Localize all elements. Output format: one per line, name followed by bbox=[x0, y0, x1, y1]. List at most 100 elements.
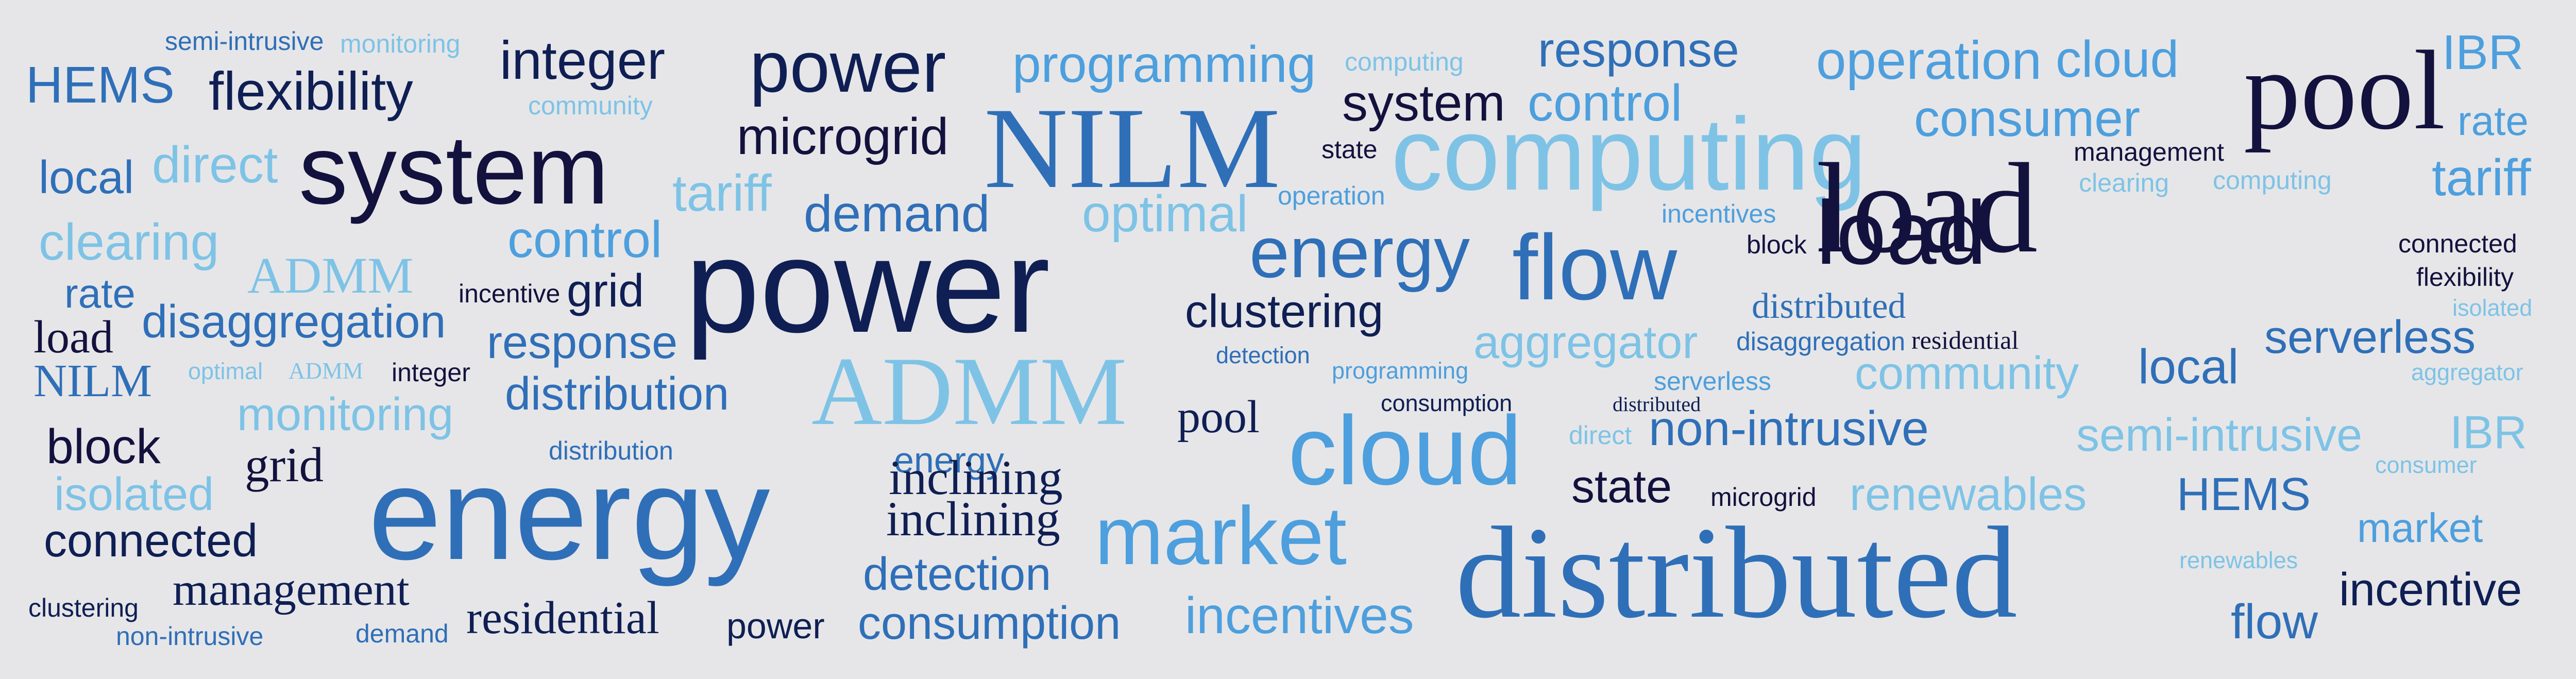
word-microgrid: microgrid bbox=[1710, 483, 1817, 512]
word-direct: direct bbox=[1569, 421, 1632, 450]
word-flow: flow bbox=[2231, 595, 2318, 649]
word-connected: connected bbox=[2398, 229, 2517, 258]
word-consumption: consumption bbox=[858, 598, 1121, 649]
word-consumer: consumer bbox=[1914, 90, 2141, 147]
word-load: load bbox=[1816, 137, 2038, 280]
word-demand: demand bbox=[804, 185, 990, 243]
word-distributed: distributed bbox=[1455, 500, 2018, 646]
word-power: power bbox=[685, 211, 1050, 361]
word-system: system bbox=[299, 115, 609, 225]
word-serverless: serverless bbox=[2264, 312, 2476, 363]
word-pool: pool bbox=[2244, 27, 2446, 153]
word-semi-intrusive: semi-intrusive bbox=[2076, 410, 2363, 461]
word-ibr: IBR bbox=[2450, 407, 2528, 459]
word-pool: pool bbox=[1177, 392, 1260, 443]
word-clearing: clearing bbox=[2079, 168, 2170, 197]
word-block: block bbox=[1747, 230, 1807, 259]
word-isolated: isolated bbox=[54, 469, 214, 520]
word-local: local bbox=[39, 152, 134, 203]
word-computing: computing bbox=[1391, 97, 1867, 212]
word-power: power bbox=[726, 606, 825, 646]
word-grid: grid bbox=[245, 437, 324, 492]
word-energy: energy bbox=[1249, 212, 1470, 293]
word-energy: energy bbox=[368, 440, 770, 587]
word-system: system bbox=[1342, 74, 1505, 132]
word-control: control bbox=[1528, 74, 1683, 132]
word-aggregator: aggregator bbox=[1473, 317, 1698, 368]
word-distributed: distributed bbox=[1752, 286, 1906, 326]
word-operation: operation bbox=[1816, 30, 2042, 91]
word-consumer: consumer bbox=[2375, 452, 2477, 478]
word-serverless: serverless bbox=[1654, 367, 1771, 396]
word-cloud: cloud bbox=[2056, 30, 2179, 88]
word-demand: demand bbox=[355, 619, 449, 648]
word-management: management bbox=[173, 564, 410, 615]
word-incentives: incentives bbox=[1185, 587, 1414, 644]
word-operation: operation bbox=[1278, 181, 1385, 210]
word-non-intrusive: non-intrusive bbox=[1649, 401, 1929, 456]
word-community: community bbox=[528, 91, 653, 120]
word-optimal: optimal bbox=[1082, 185, 1248, 243]
word-inclining: inclining bbox=[886, 491, 1060, 546]
word-incentive: incentive bbox=[2339, 564, 2522, 616]
word-connected: connected bbox=[44, 515, 258, 567]
word-distribution: distribution bbox=[505, 368, 730, 420]
word-rate: rate bbox=[2458, 98, 2529, 144]
word-computing: computing bbox=[2213, 166, 2332, 195]
word-renewables: renewables bbox=[1850, 469, 2087, 520]
word-ibr: IBR bbox=[2442, 25, 2524, 80]
word-semi-intrusive: semi-intrusive bbox=[165, 27, 324, 56]
word-nilm: NILM bbox=[984, 83, 1280, 212]
word-rate: rate bbox=[64, 270, 135, 316]
word-detection: detection bbox=[863, 549, 1052, 600]
word-response: response bbox=[487, 317, 678, 368]
word-optimal: optimal bbox=[188, 358, 263, 384]
word-integer: integer bbox=[392, 358, 470, 387]
word-admm: ADMM bbox=[247, 247, 414, 304]
word-flow: flow bbox=[1512, 216, 1677, 319]
word-tariff: tariff bbox=[672, 164, 772, 222]
word-admm: ADMM bbox=[811, 337, 1127, 446]
word-incentives: incentives bbox=[1662, 199, 1776, 228]
word-clustering: clustering bbox=[1185, 286, 1384, 337]
word-distributed: distributed bbox=[1613, 393, 1701, 416]
word-block: block bbox=[46, 419, 161, 474]
word-residential: residential bbox=[1911, 326, 2019, 354]
word-flexibility: flexibility bbox=[209, 61, 413, 122]
word-residential: residential bbox=[466, 592, 659, 643]
word-monitoring: monitoring bbox=[340, 29, 461, 58]
word-control: control bbox=[507, 211, 663, 268]
word-cloud: cloud bbox=[1288, 396, 1522, 505]
word-state: state bbox=[1571, 461, 1672, 513]
word-disaggregation: disaggregation bbox=[142, 296, 446, 348]
word-hems: HEMS bbox=[26, 56, 175, 114]
word-hems: HEMS bbox=[2177, 469, 2311, 520]
word-response: response bbox=[1538, 23, 1739, 77]
word-integer: integer bbox=[500, 30, 666, 91]
word-market: market bbox=[2357, 505, 2483, 551]
word-community: community bbox=[1855, 348, 2079, 399]
word-energy: energy bbox=[894, 440, 1005, 480]
word-inclining: inclining bbox=[889, 450, 1063, 505]
word-clustering: clustering bbox=[28, 593, 139, 622]
word-disaggregation: disaggregation bbox=[1736, 327, 1906, 356]
word-isolated: isolated bbox=[2452, 295, 2533, 321]
word-tariff: tariff bbox=[2432, 149, 2531, 207]
word-non-intrusive: non-intrusive bbox=[116, 622, 264, 651]
word-programming: programming bbox=[1332, 358, 1469, 384]
word-management: management bbox=[2074, 138, 2224, 166]
word-local: local bbox=[2138, 340, 2239, 394]
word-state: state bbox=[1321, 135, 1378, 164]
word-consumption: consumption bbox=[1381, 390, 1513, 416]
word-programming: programming bbox=[1012, 36, 1316, 93]
word-direct: direct bbox=[152, 136, 278, 194]
word-grid: grid bbox=[567, 265, 645, 317]
word-distribution: distribution bbox=[549, 436, 673, 465]
word-nilm: NILM bbox=[33, 355, 152, 406]
word-aggregator: aggregator bbox=[2411, 359, 2523, 385]
word-flexibility: flexibility bbox=[2416, 263, 2514, 292]
word-monitoring: monitoring bbox=[237, 389, 454, 440]
word-load: load bbox=[1816, 183, 1987, 283]
word-admm: ADMM bbox=[289, 358, 364, 384]
